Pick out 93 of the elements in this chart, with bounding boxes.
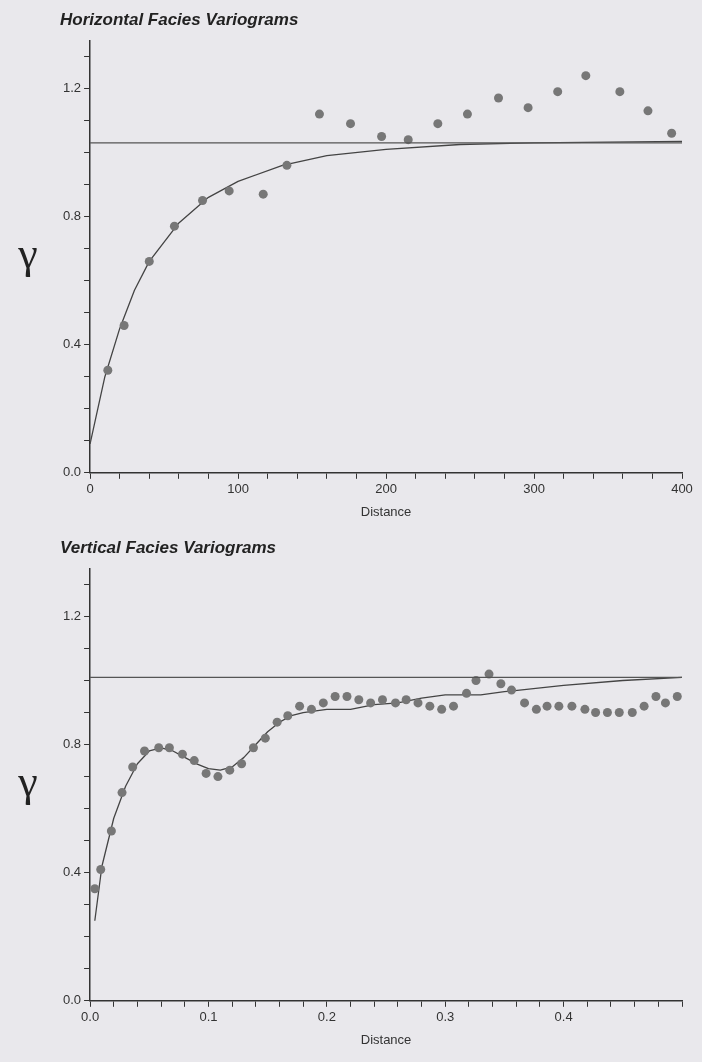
point xyxy=(580,704,590,714)
point xyxy=(523,103,533,113)
point xyxy=(248,743,258,753)
point xyxy=(437,704,447,714)
y-tick-label: 0.4 xyxy=(62,336,82,352)
point xyxy=(177,749,187,759)
point xyxy=(651,692,661,702)
point xyxy=(283,711,293,721)
point xyxy=(237,759,247,769)
y-tick-label: 1.2 xyxy=(62,80,82,96)
point xyxy=(520,698,530,708)
point xyxy=(366,698,376,708)
point xyxy=(639,701,649,711)
point xyxy=(103,365,113,375)
x-tick-label: 0.1 xyxy=(199,1009,218,1025)
point xyxy=(169,221,179,231)
y-axis-title: γ xyxy=(17,229,38,279)
point xyxy=(295,701,305,711)
point xyxy=(496,679,506,689)
point xyxy=(198,196,208,206)
x-tick-label: 0.3 xyxy=(436,1009,455,1025)
point xyxy=(144,256,154,266)
point xyxy=(140,746,150,756)
point xyxy=(117,788,127,798)
x-tick-label: 100 xyxy=(227,481,249,497)
point xyxy=(128,762,138,772)
point xyxy=(330,692,340,702)
point xyxy=(614,708,624,718)
point xyxy=(449,701,459,711)
x-axis-title: Distance xyxy=(360,1031,412,1047)
x-tick-label: 300 xyxy=(523,481,545,497)
chart-title: Vertical Facies Variograms xyxy=(60,537,277,557)
x-tick-label: 0 xyxy=(86,481,94,497)
point xyxy=(225,765,235,775)
y-axis-title: γ xyxy=(17,757,38,807)
point xyxy=(591,708,601,718)
point xyxy=(306,704,316,714)
point xyxy=(462,109,472,119)
chart-title: Horizontal Facies Variograms xyxy=(60,9,299,29)
point xyxy=(391,698,401,708)
x-axis-title: Distance xyxy=(360,503,412,519)
y-tick-label: 0.8 xyxy=(62,736,82,752)
y-tick-label: 0.0 xyxy=(62,992,82,1008)
point xyxy=(401,695,411,705)
x-tick-label: 0.4 xyxy=(554,1009,573,1025)
y-tick-label: 0.8 xyxy=(62,208,82,224)
point xyxy=(318,698,328,708)
point xyxy=(507,685,517,695)
point xyxy=(96,864,106,874)
point xyxy=(346,119,356,129)
point xyxy=(627,708,637,718)
point xyxy=(224,186,234,196)
x-tick-label: 0.2 xyxy=(317,1009,336,1025)
x-tick-label: 0.0 xyxy=(81,1009,100,1025)
point xyxy=(258,189,268,199)
point xyxy=(567,701,577,711)
point xyxy=(462,688,472,698)
point xyxy=(272,717,282,727)
point xyxy=(413,698,423,708)
point xyxy=(213,772,223,782)
point xyxy=(164,743,174,753)
point xyxy=(672,692,682,702)
point xyxy=(189,756,199,766)
point xyxy=(154,743,164,753)
point xyxy=(354,695,364,705)
point xyxy=(425,701,435,711)
y-tick-label: 0.0 xyxy=(62,464,82,480)
point xyxy=(615,87,625,97)
point xyxy=(260,733,270,743)
point xyxy=(433,119,443,129)
point xyxy=(581,71,591,81)
y-tick-label: 1.2 xyxy=(62,608,82,624)
point xyxy=(377,695,387,705)
point xyxy=(377,131,387,141)
x-tick-label: 400 xyxy=(671,481,693,497)
point xyxy=(554,701,564,711)
point xyxy=(90,884,100,894)
point xyxy=(282,160,292,170)
point xyxy=(314,109,324,119)
point xyxy=(553,87,563,97)
point xyxy=(602,708,612,718)
point xyxy=(643,106,653,116)
point xyxy=(494,93,503,103)
point xyxy=(119,320,129,330)
point xyxy=(342,692,352,702)
x-tick-label: 200 xyxy=(375,481,397,497)
point xyxy=(531,704,541,714)
point xyxy=(660,698,670,708)
point xyxy=(106,826,116,836)
point xyxy=(201,768,211,778)
point xyxy=(667,128,677,138)
point xyxy=(542,701,552,711)
y-tick-label: 0.4 xyxy=(62,864,82,880)
